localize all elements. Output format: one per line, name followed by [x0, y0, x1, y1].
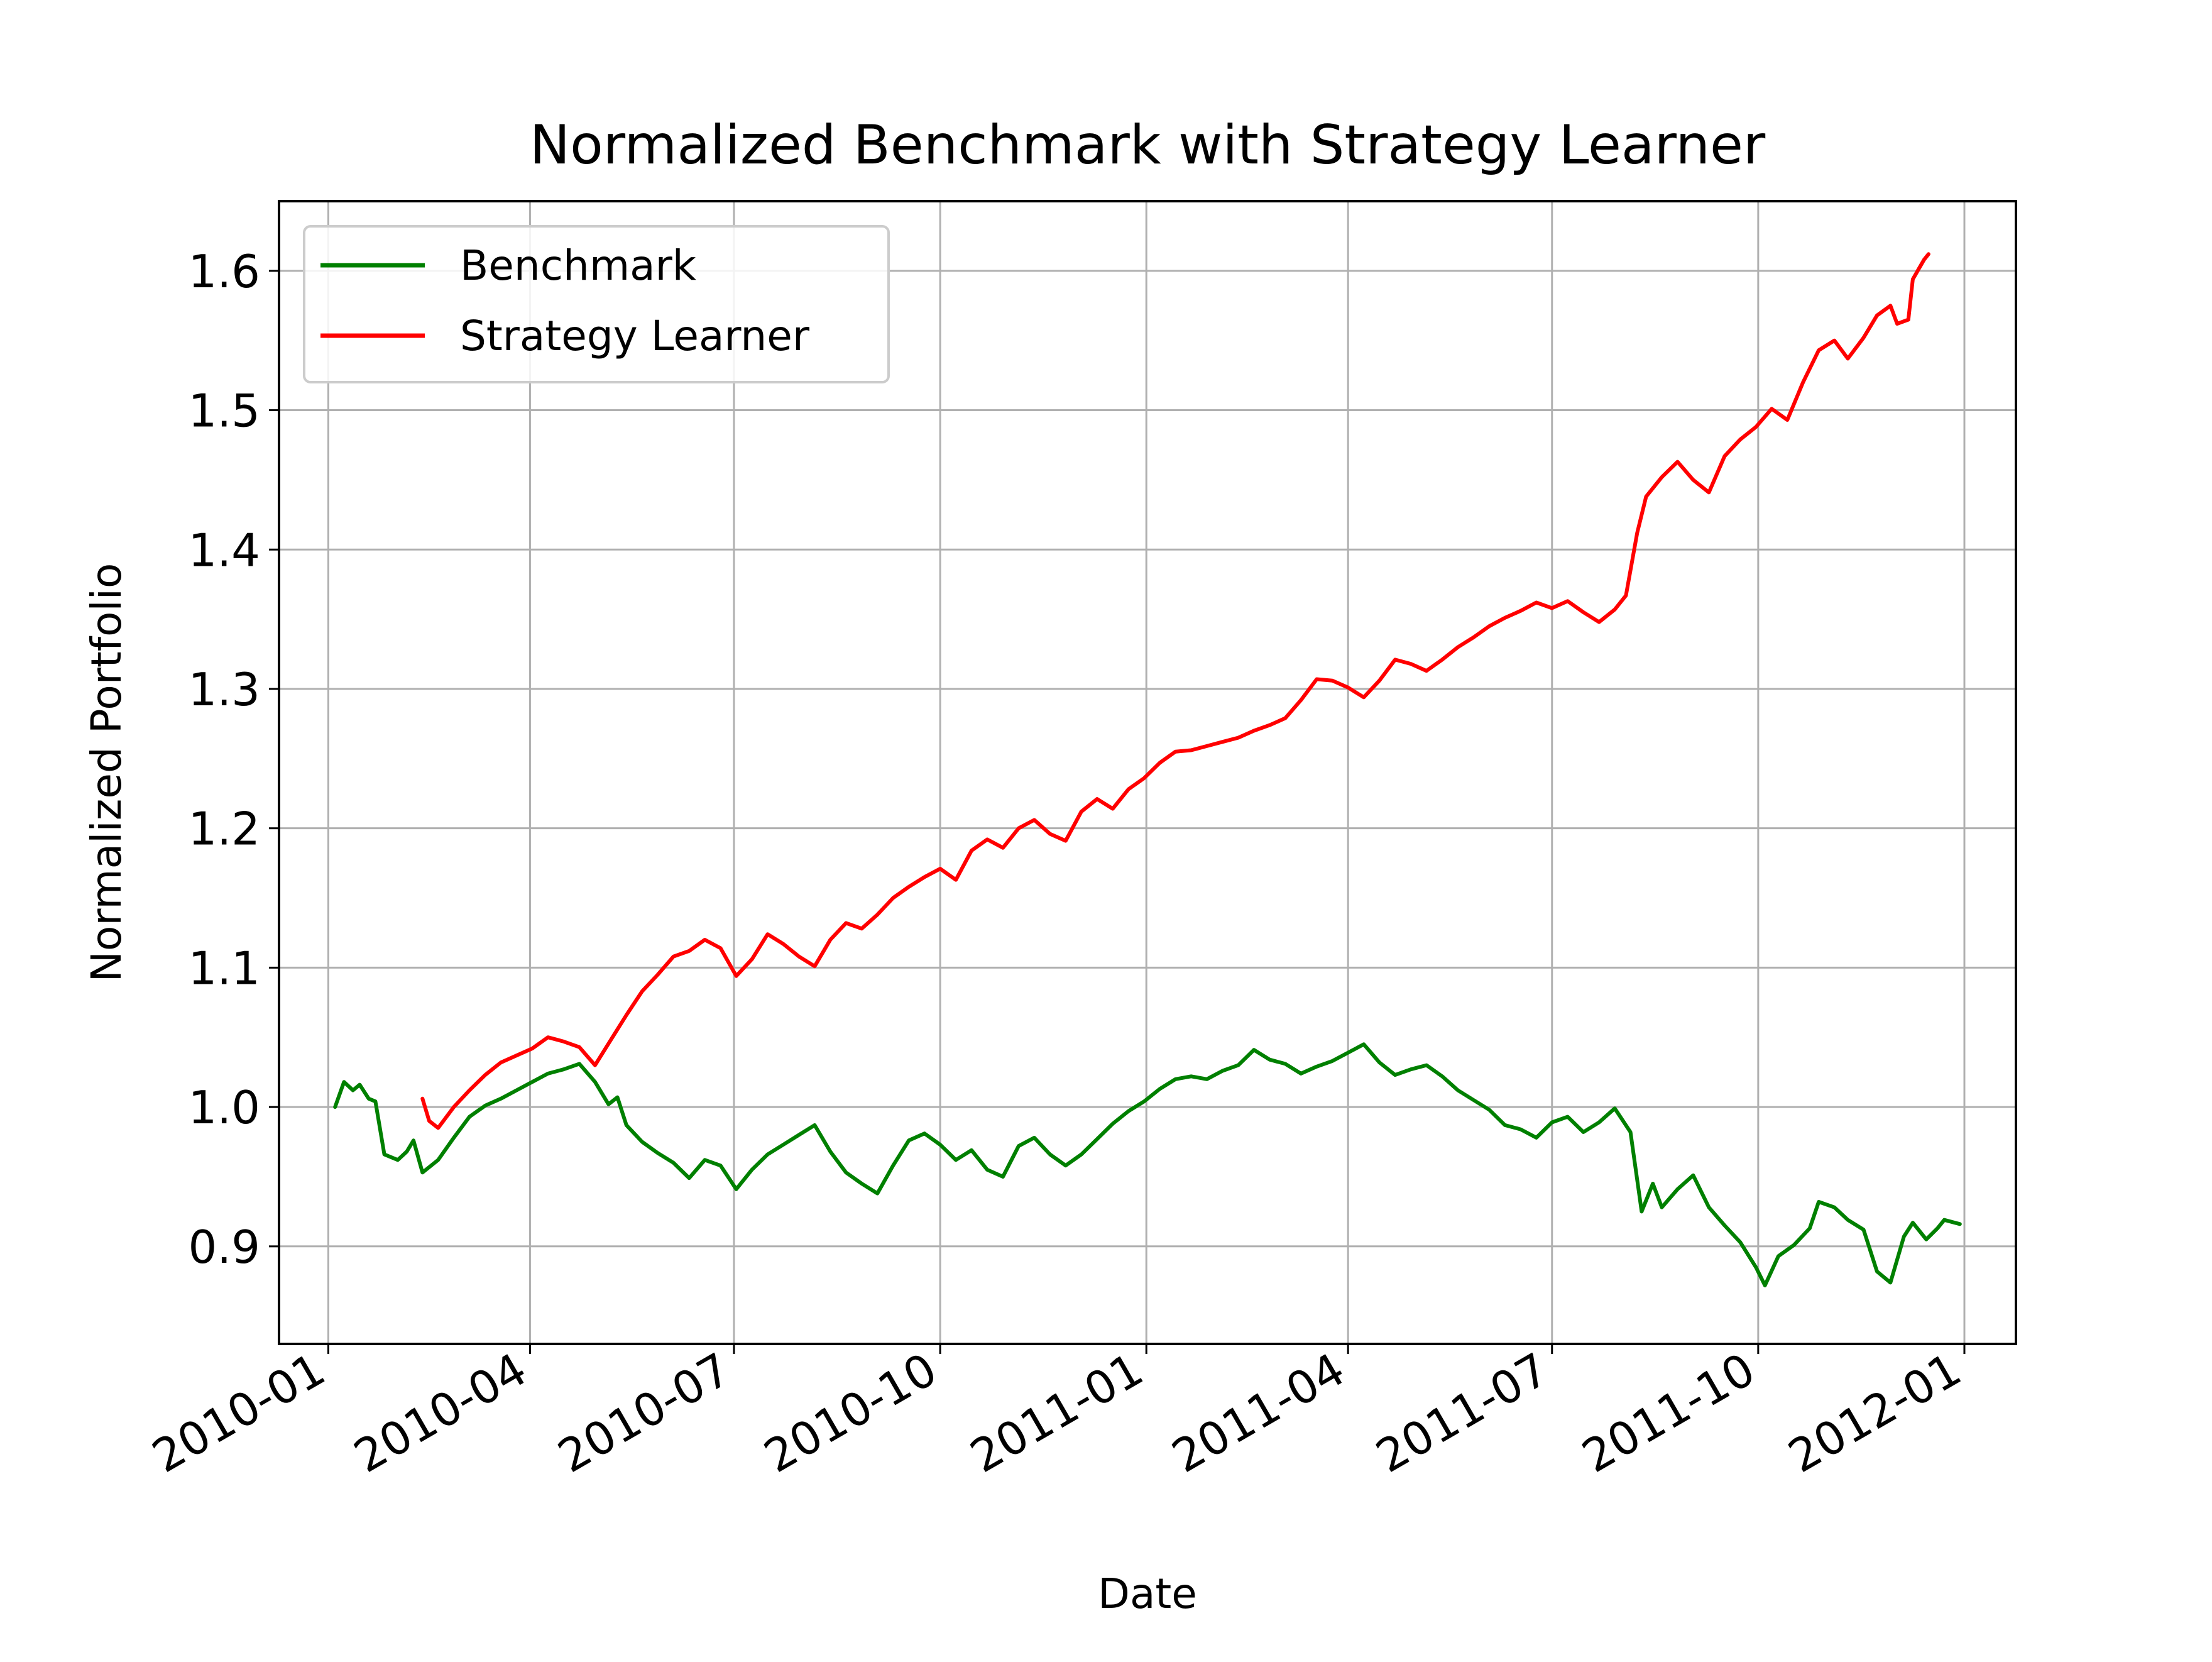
- series-line-benchmark: [333, 1042, 1962, 1287]
- y-tick-label: 1.2: [188, 803, 260, 856]
- series-line-strategy-learner: [420, 252, 1930, 1130]
- x-axis-label: Date: [1098, 1570, 1197, 1618]
- chart-title: Normalized Benchmark with Strategy Learn…: [530, 114, 1766, 177]
- y-tick-label: 1.6: [188, 245, 260, 298]
- plot-frame: [278, 200, 2017, 1345]
- legend-strategy-learner-label: Strategy Learner: [460, 312, 810, 360]
- legend-benchmark-label: Benchmark: [460, 241, 697, 290]
- y-axis-label: Normalized Portfolio: [82, 563, 131, 982]
- y-tick-label: 0.9: [188, 1221, 260, 1274]
- y-tick-label: 1.1: [188, 942, 260, 994]
- legend: Benchmark Strategy Learner: [303, 225, 890, 383]
- y-tick-label: 1.4: [188, 524, 260, 576]
- legend-box: [303, 225, 890, 383]
- grid-lines: [279, 201, 2016, 1344]
- y-tick-label: 1.5: [188, 385, 260, 438]
- series-lines: [333, 252, 1962, 1287]
- y-tick-label: 1.3: [188, 663, 260, 716]
- y-tick-label: 1.0: [188, 1081, 260, 1134]
